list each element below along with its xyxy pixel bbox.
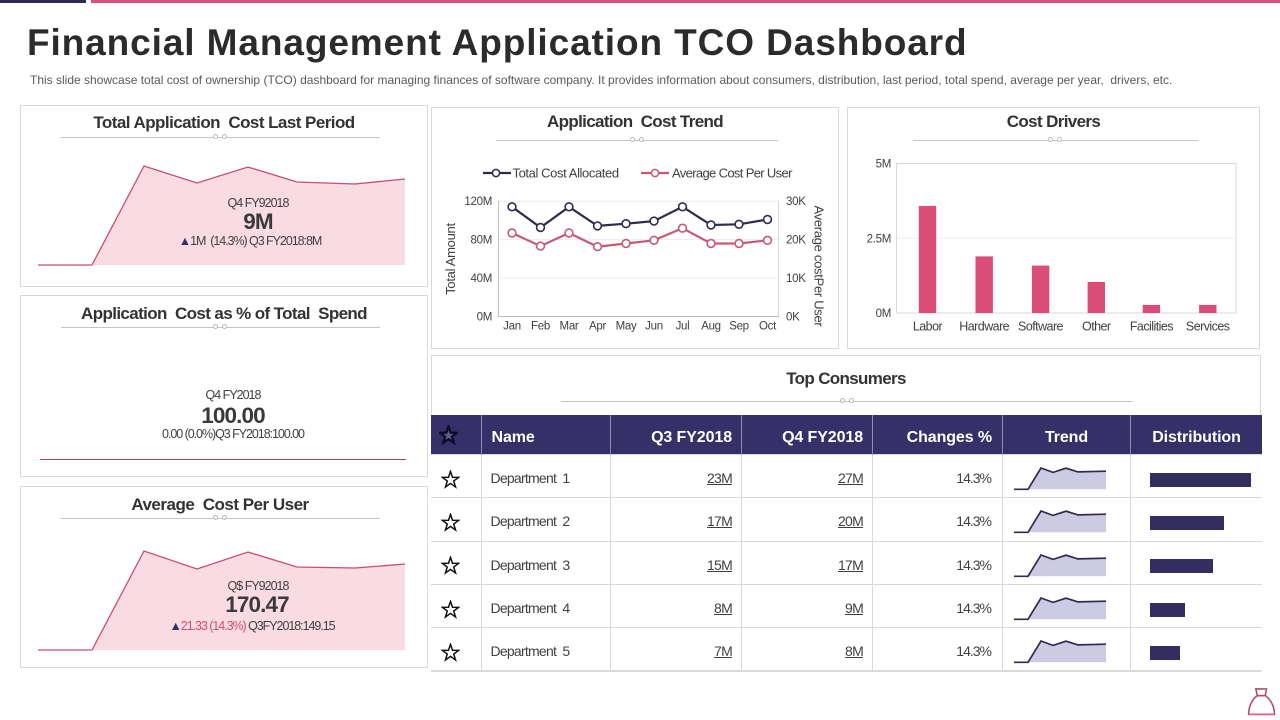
svg-text:0M: 0M (477, 312, 492, 324)
svg-text:Apr: Apr (589, 320, 606, 332)
svg-text:Hardware: Hardware (959, 319, 1009, 333)
svg-text:Software: Software (1018, 319, 1064, 333)
svg-text:40M: 40M (471, 273, 492, 285)
svg-text:120M: 120M (464, 196, 492, 208)
svg-text:Oct: Oct (759, 320, 777, 332)
svg-text:Other: Other (1082, 319, 1111, 333)
svg-text:Aug: Aug (701, 320, 721, 332)
svg-text:Services: Services (1186, 319, 1230, 333)
svg-text:80M: 80M (471, 235, 492, 247)
svg-text:5M: 5M (876, 159, 891, 171)
svg-text:Jan: Jan (503, 320, 521, 332)
svg-text:Sep: Sep (729, 320, 749, 332)
svg-text:2.5M: 2.5M (867, 234, 891, 246)
svg-text:Average costPer User: Average costPer User (812, 206, 827, 328)
svg-text:10K: 10K (786, 273, 806, 285)
svg-text:20K: 20K (786, 235, 806, 247)
svg-text:Jul: Jul (676, 320, 690, 332)
svg-text:Total Amount: Total Amount (443, 223, 458, 295)
svg-text:0K: 0K (786, 312, 800, 324)
svg-text:0M: 0M (876, 308, 891, 320)
svg-text:Mar: Mar (560, 320, 579, 332)
svg-text:Jun: Jun (645, 320, 663, 332)
svg-text:Feb: Feb (531, 320, 550, 332)
svg-text:Total Cost Allocated: Total Cost Allocated (513, 166, 619, 181)
svg-text:Average Cost Per User: Average Cost Per User (672, 166, 793, 181)
svg-text:Labor: Labor (913, 319, 943, 333)
svg-text:May: May (616, 320, 637, 332)
svg-text:30K: 30K (786, 196, 806, 208)
svg-text:Facilities: Facilities (1130, 319, 1173, 333)
